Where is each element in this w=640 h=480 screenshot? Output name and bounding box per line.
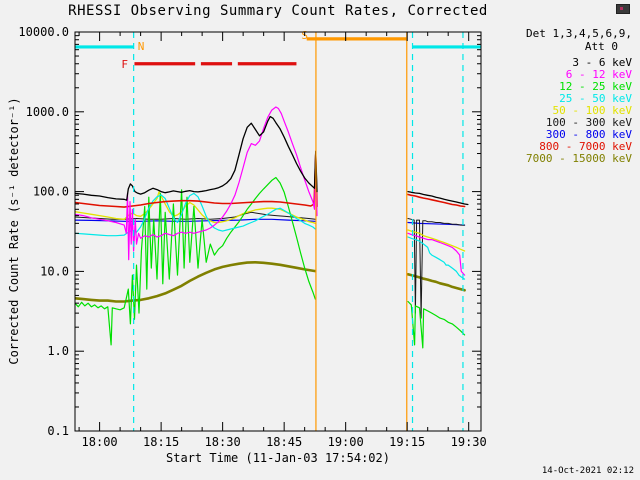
x-tick-label: 18:45 [266,435,302,449]
x-tick-label: 19:00 [328,435,364,449]
x-tick-label: 19:30 [451,435,487,449]
series-line-6---12-kev [75,106,466,276]
y-tick-label: 10.0 [40,264,69,278]
legend-entry-50---100-kev: 50 - 100 keV [552,104,632,117]
series-line-800---7000-kev [75,153,466,208]
series-line-50---100-kev [75,190,466,252]
plot-frame [74,31,482,432]
flare-flag-letter: F [121,58,128,71]
legend: Det 1,3,4,5,6,9, Att 0 3 - 6 keV 6 - 12 k… [508,27,632,165]
legend-entry-7000---15000-kev: 7000 - 15000 keV [526,152,632,165]
series-group [75,37,481,349]
x-tick-label: 18:00 [82,435,118,449]
x-tick-label: 18:15 [143,435,179,449]
y-tick-label: 1.0 [47,344,69,358]
screen-corner-artifact [616,4,630,14]
series-line-7000---15000-kev [75,261,466,303]
x-axis-label: Start Time (11-Jan-03 17:54:02) [166,451,390,465]
series-line-3---6-kev [75,115,469,206]
y-tick-label: 0.1 [47,424,69,438]
legend-entry-6---12-kev: 6 - 12 keV [565,68,632,81]
x-tick-label: 19:15 [389,435,425,449]
legend-entry-3---6-kev: 3 - 6 keV [572,56,632,69]
y-tick-label: 1000.0 [26,105,69,119]
night-flag-letter: N [138,40,145,53]
legend-detector-line: Det 1,3,4,5,6,9, [526,27,632,40]
legend-entry-25---50-kev: 25 - 50 keV [559,92,632,105]
legend-attenuator-line: Att 0 [584,39,618,53]
y-axis-label: Corrected Count Rate (s⁻¹ detector⁻¹) [7,97,21,365]
chart-title: RHESSI Observing Summary Count Rates, Co… [68,3,488,19]
x-tick-label: 18:30 [205,435,241,449]
y-tick-label: 10000.0 [18,25,69,39]
legend-entries: 3 - 6 keV 6 - 12 keV 12 - 25 keV 25 - 50 ke… [508,57,632,165]
legend-entry-12---25-kev: 12 - 25 keV [559,80,632,93]
y-tick-label: 100.0 [33,185,69,199]
legend-entry-800---7000-kev: 800 - 7000 keV [539,140,632,153]
legend-entry-100---300-kev: 100 - 300 keV [545,116,632,129]
plot-creation-timestamp: 14-Oct-2021 02:12 [541,466,634,476]
legend-entry-300---800-kev: 300 - 800 keV [545,128,632,141]
